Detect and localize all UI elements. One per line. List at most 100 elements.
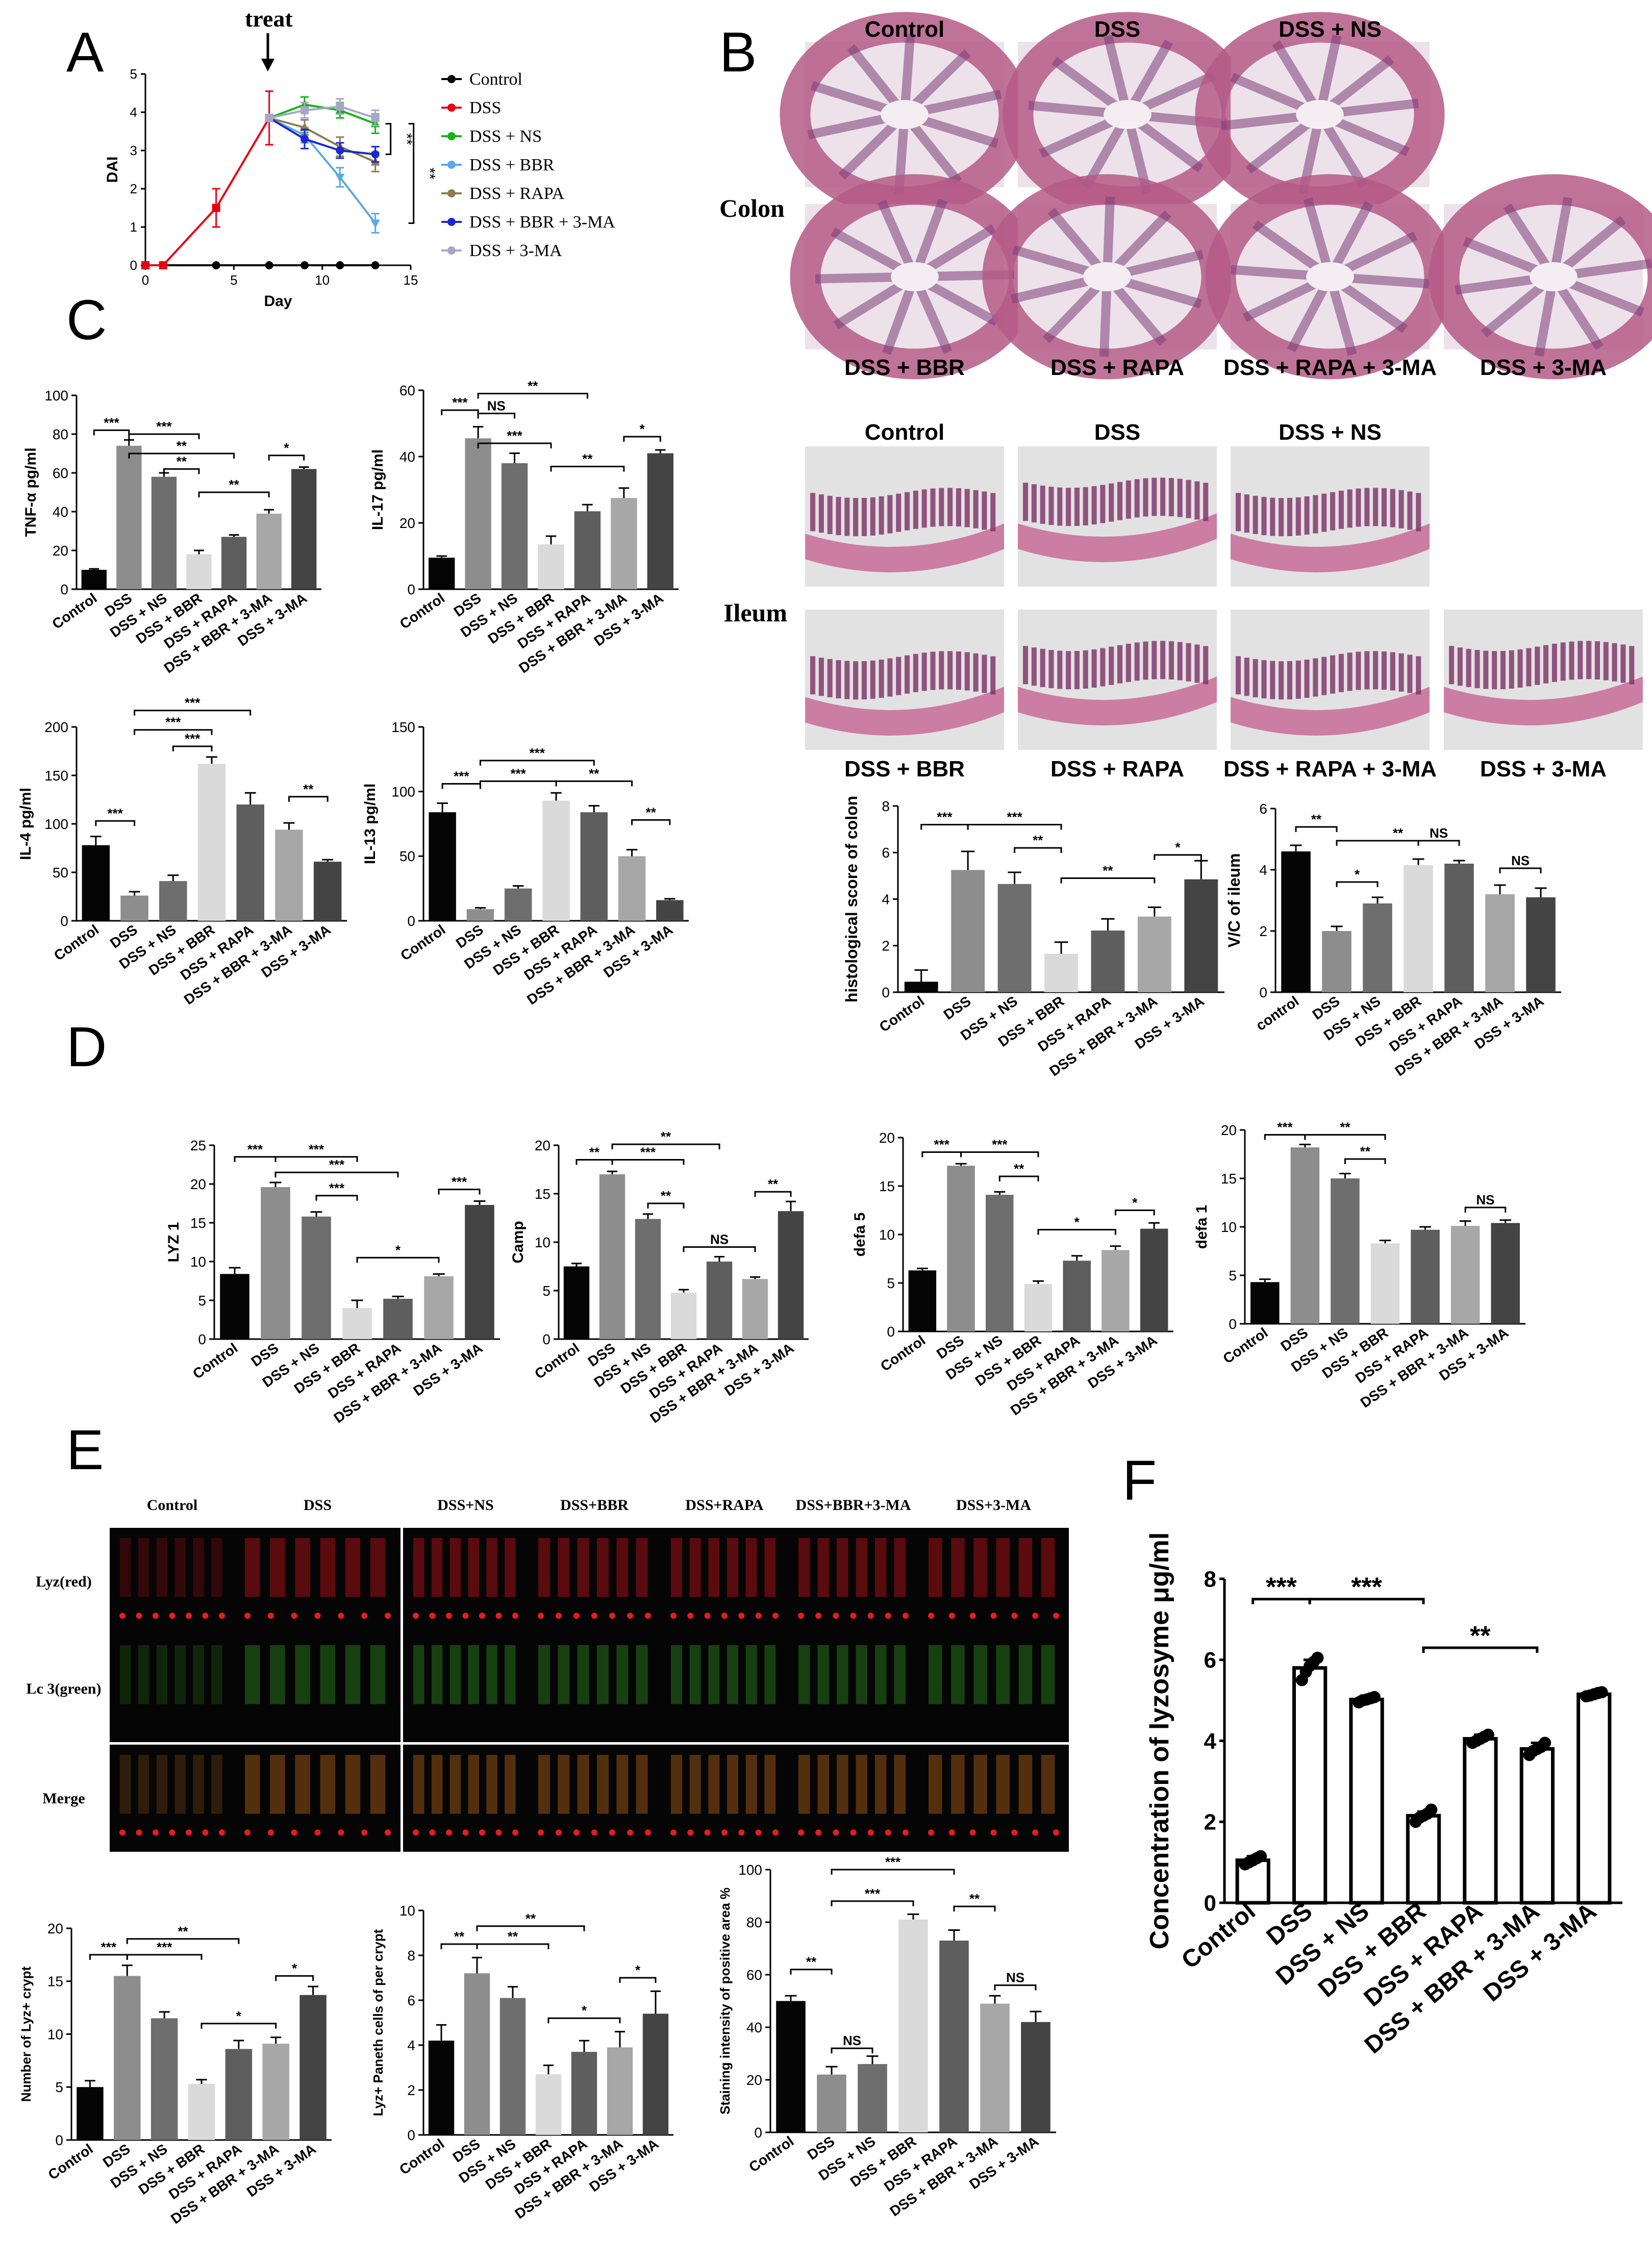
bar <box>464 1973 490 2135</box>
villus <box>853 661 859 700</box>
tissue-stripe <box>1018 1538 1033 1597</box>
tissue-stripe <box>929 1538 942 1597</box>
data-point <box>1425 1803 1438 1816</box>
panel-a-line-chart: 0 1 2 3 4 5 0 5 10 15 Day DAI ** ** <box>104 66 438 310</box>
significance-label: ** <box>1014 1161 1024 1176</box>
significance-bracket <box>831 1900 914 1906</box>
tissue-stripe <box>320 1645 335 1704</box>
bar <box>116 445 142 589</box>
villus <box>1313 658 1318 697</box>
paneth-granule <box>670 1829 677 1836</box>
y-tick-label: 6 <box>882 845 890 861</box>
image-background <box>661 1635 788 1742</box>
colon-image <box>1195 12 1445 217</box>
category-label: DSS <box>941 993 974 1023</box>
y-tick-label: 10 <box>1221 1219 1237 1235</box>
tissue-stripe <box>295 1645 310 1704</box>
tissue-stripe <box>538 1645 550 1704</box>
data-point <box>301 106 309 115</box>
data-point <box>1255 1850 1267 1862</box>
muscle-layer <box>805 523 1004 572</box>
villus <box>1194 481 1200 520</box>
significance-label: * <box>236 2008 242 2024</box>
image-background <box>110 1635 235 1742</box>
villus <box>1356 651 1361 690</box>
tissue-stripe <box>270 1645 285 1704</box>
bar <box>225 2049 253 2140</box>
villus <box>1048 650 1054 689</box>
bar <box>580 812 608 921</box>
paneth-granule <box>867 1613 874 1619</box>
significance-label: *** <box>992 1137 1008 1152</box>
legend-label: DSS + RAPA <box>469 184 565 203</box>
significance-bracket <box>998 1175 1039 1181</box>
significance-label: NS <box>1476 1192 1494 1207</box>
data-point <box>1482 1728 1494 1741</box>
villus <box>1152 477 1157 516</box>
significance-label: *** <box>511 766 527 781</box>
villus <box>1287 497 1292 536</box>
tissue-stripe <box>193 1755 204 1814</box>
significance-bracket <box>477 393 588 399</box>
y-axis-label: Number of Lyz+ crypt <box>18 1966 34 2102</box>
paneth-granule <box>903 1829 909 1836</box>
significance-bracket <box>198 491 270 497</box>
legend-marker <box>447 75 456 83</box>
villus <box>921 489 927 528</box>
tissue-stripe <box>577 1538 589 1597</box>
tissue-stripe <box>951 1538 965 1597</box>
paneth-granule <box>169 1829 176 1836</box>
tissue-stripe <box>245 1538 260 1597</box>
y-axis-label: V/C of ileum <box>1225 853 1243 948</box>
category-label: Control <box>45 2141 96 2183</box>
bar <box>898 1919 928 2132</box>
villus <box>1338 490 1344 529</box>
y-tick-label: 0 <box>542 1331 550 1347</box>
treat-label: treat <box>245 6 293 32</box>
paneth-granule <box>385 1829 391 1836</box>
x-axis-label: Day <box>264 293 292 310</box>
tissue-stripe <box>156 1538 168 1597</box>
colon-image <box>1003 12 1253 217</box>
villus <box>930 651 936 690</box>
villus <box>1057 650 1063 689</box>
y-tick-label: 60 <box>399 383 415 398</box>
y-tick-label: 5 <box>198 1293 206 1308</box>
paneth-granule <box>1011 1613 1018 1619</box>
bar <box>1491 1223 1520 1324</box>
y-tick-label: 10 <box>399 1903 415 1919</box>
bar <box>465 438 491 589</box>
villus <box>896 657 902 695</box>
tissue-stripe <box>431 1755 443 1814</box>
villus <box>1270 661 1275 699</box>
villus <box>921 652 927 691</box>
tissue-stripe <box>211 1755 222 1814</box>
bar <box>574 511 601 589</box>
paneth-granule <box>738 1829 745 1836</box>
paneth-granule <box>591 1613 597 1619</box>
bar <box>1281 851 1311 992</box>
significance-label: ** <box>508 1929 518 1944</box>
significance-bracket <box>1464 1206 1507 1213</box>
y-tick-label: 6 <box>407 1993 415 2008</box>
bar <box>504 888 532 921</box>
tissue-stripe <box>320 1538 335 1597</box>
category-label: Control <box>1177 1898 1261 1974</box>
villus <box>1143 478 1148 517</box>
bar <box>299 1995 327 2140</box>
tissue-stripe <box>817 1755 829 1814</box>
villus <box>1295 660 1301 699</box>
significance-label: ** <box>1470 1621 1491 1651</box>
y-tick-label: 4 <box>407 2037 415 2053</box>
significance-label: NS <box>1430 825 1448 841</box>
tissue-stripe <box>671 1755 682 1814</box>
significance-label: *** <box>329 1180 345 1196</box>
fluorescence-row-label: Lc 3(green) <box>27 1680 102 1697</box>
significance-label: *** <box>865 1886 881 1901</box>
villus <box>947 488 953 526</box>
villus <box>1416 656 1421 695</box>
paneth-granule <box>538 1613 544 1619</box>
bar <box>947 1166 975 1331</box>
villus <box>1083 650 1088 689</box>
